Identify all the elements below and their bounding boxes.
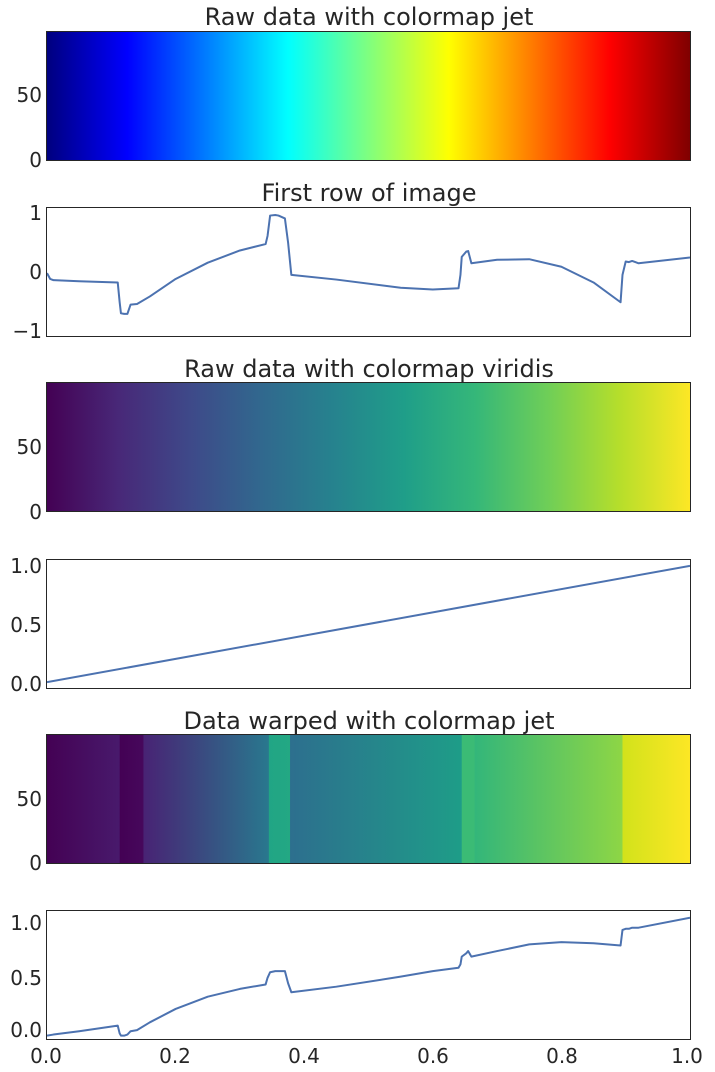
y-tick-label: 1.0 bbox=[10, 911, 42, 935]
y-tick-label: 50 bbox=[16, 83, 42, 107]
heatmap-segment bbox=[47, 735, 121, 863]
heatmap-gradient bbox=[47, 32, 690, 160]
heatmap-segment bbox=[143, 735, 270, 863]
line-plot-linear bbox=[46, 559, 691, 689]
y-tick-label: −1 bbox=[12, 319, 42, 343]
y-tick-label: 0.5 bbox=[10, 966, 42, 990]
y-tick-label: 0 bbox=[29, 500, 42, 524]
heatmap-raw-jet bbox=[46, 31, 691, 161]
y-tick-label: 0.0 bbox=[10, 1018, 42, 1042]
chart-canvas bbox=[47, 213, 690, 315]
y-tick-label: 1.0 bbox=[10, 554, 42, 578]
x-tick-label: 0.6 bbox=[417, 1044, 449, 1068]
heatmap-segment bbox=[474, 735, 624, 863]
y-tick-label: 0 bbox=[29, 851, 42, 875]
y-tick-label: 50 bbox=[16, 435, 42, 459]
chart-canvas bbox=[47, 916, 690, 1037]
series-line bbox=[47, 916, 690, 1037]
y-tick-label: 0 bbox=[29, 260, 42, 284]
chart-title: Raw data with colormap jet bbox=[204, 3, 534, 31]
x-tick-label: 0.4 bbox=[288, 1044, 320, 1068]
heatmap-raw-viridis bbox=[46, 382, 691, 512]
y-tick-label: 50 bbox=[16, 787, 42, 811]
x-tick-label: 0.0 bbox=[30, 1044, 62, 1068]
y-tick-label: 1 bbox=[29, 201, 42, 225]
x-tick-label: 0.8 bbox=[546, 1044, 578, 1068]
line-plot-warped bbox=[46, 910, 691, 1040]
chart-canvas bbox=[47, 735, 690, 863]
chart-canvas bbox=[47, 32, 690, 160]
series-line bbox=[47, 213, 690, 315]
chart-canvas bbox=[47, 383, 690, 511]
series-line bbox=[47, 564, 690, 684]
y-tick-label: 0.0 bbox=[10, 672, 42, 696]
line-plot-first-row bbox=[46, 207, 691, 337]
x-tick-label: 0.2 bbox=[159, 1044, 191, 1068]
x-tick-label: 1.0 bbox=[671, 1044, 703, 1068]
chart-title: Raw data with colormap viridis bbox=[184, 355, 554, 383]
y-tick-label: 0 bbox=[29, 148, 42, 172]
heatmap-segment bbox=[268, 735, 291, 863]
chart-canvas bbox=[47, 564, 690, 684]
y-tick-label: 0.5 bbox=[10, 613, 42, 637]
heatmap-segment bbox=[461, 735, 476, 863]
chart-title: First row of image bbox=[261, 179, 477, 207]
heatmap-segment bbox=[290, 735, 463, 863]
heatmap-gradient bbox=[47, 383, 690, 511]
heatmap-segment bbox=[622, 735, 690, 863]
heatmap-warped bbox=[46, 734, 691, 864]
chart-title: Data warped with colormap jet bbox=[183, 707, 555, 735]
heatmap-segment bbox=[119, 735, 145, 863]
